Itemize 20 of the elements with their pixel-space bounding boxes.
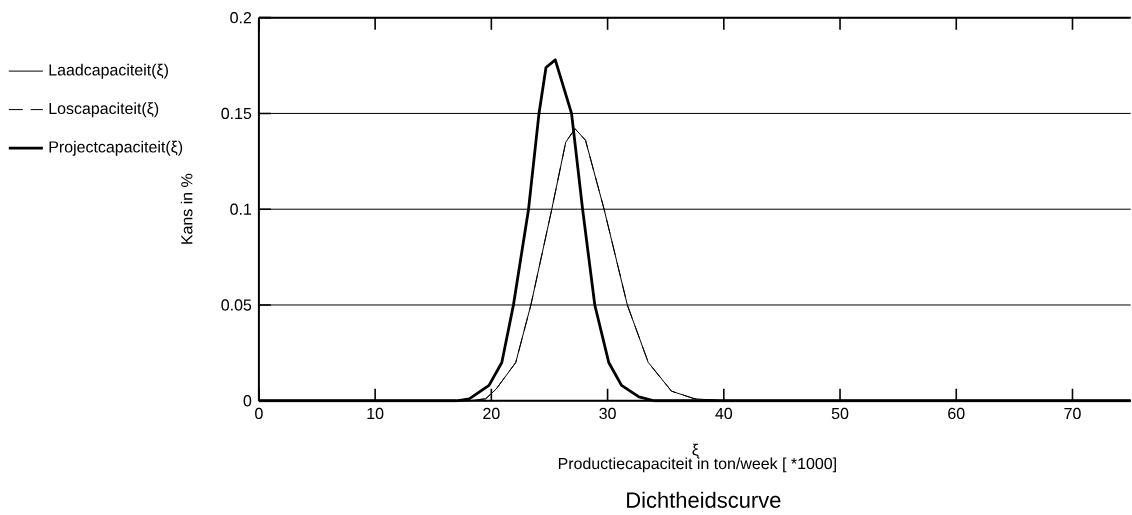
x-tick-label: 50 [831,408,849,420]
x-tick-label: 70 [1064,408,1081,420]
y-tick-label: 0.05 [221,299,252,311]
x-axis-title: Productiecapaciteit in ton/week [ *1000] [558,457,836,473]
x-tick-label: 20 [483,408,500,420]
y-tick-label: 0.1 [230,203,252,216]
x-tick-label: 30 [599,408,616,420]
y-axis-title: Kans in % [180,174,193,245]
x-tick-label: 60 [948,408,965,420]
legend-label: Loscapaciteit(ξ) [49,102,159,118]
text: ξ [692,444,699,459]
legend-label: Projectcapaciteit(ξ) [49,141,183,156]
y-tick-label: 0 [243,395,252,407]
y-tick-label: 0.15 [221,108,252,120]
legend-label: Laadcapaciteit(ξ) [49,64,168,79]
x-tick-label: 0 [255,408,263,420]
y-tick-label: 0.2 [230,12,252,24]
x-tick-label: 40 [715,408,733,420]
x-tick-label: 10 [367,408,384,420]
text: Dichtheidscurve [627,492,781,509]
